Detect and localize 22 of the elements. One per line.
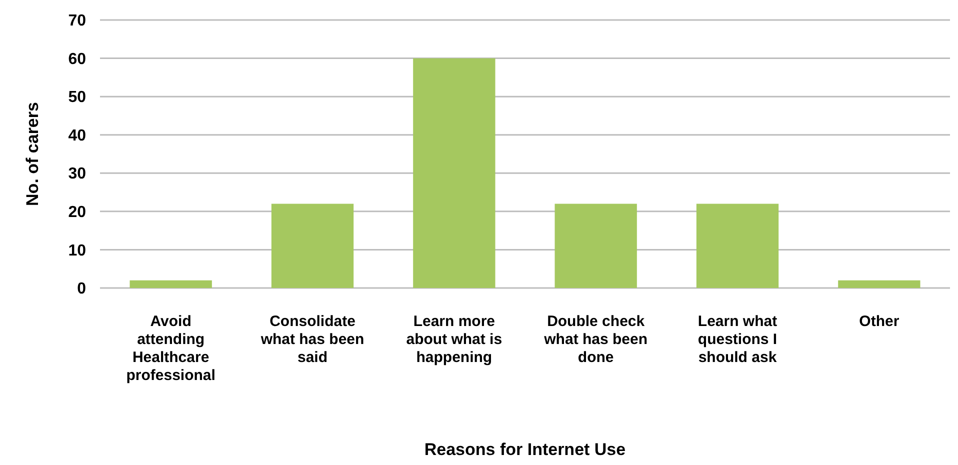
bar bbox=[271, 204, 354, 288]
x-tick-label: Learn more about what is happening bbox=[406, 313, 502, 366]
x-axis-title: Reasons for Internet Use bbox=[424, 440, 626, 459]
y-tick-label: 60 bbox=[68, 50, 86, 68]
y-axis-title: No. of carers bbox=[23, 102, 42, 206]
bar bbox=[696, 204, 779, 288]
x-tick-label: Other bbox=[859, 313, 900, 330]
y-tick-label: 10 bbox=[68, 242, 86, 260]
x-tick-label: Learn what questions I should ask bbox=[698, 313, 778, 366]
y-tick-label: 20 bbox=[68, 204, 86, 222]
y-tick-label: 0 bbox=[77, 280, 86, 298]
y-tick-label: 30 bbox=[68, 166, 86, 183]
y-tick-label: 70 bbox=[68, 12, 86, 30]
y-tick-label: 40 bbox=[68, 127, 86, 144]
bar bbox=[838, 280, 920, 288]
bar bbox=[130, 280, 212, 288]
y-tick-label: 50 bbox=[68, 89, 86, 106]
x-tick-label: Avoid attending Healthcare professional bbox=[126, 313, 216, 384]
bar bbox=[554, 204, 637, 288]
bar bbox=[413, 58, 496, 288]
x-tick-label: Double check what has been done bbox=[543, 313, 648, 366]
x-tick-label: Consolidate what has been said bbox=[260, 313, 364, 366]
